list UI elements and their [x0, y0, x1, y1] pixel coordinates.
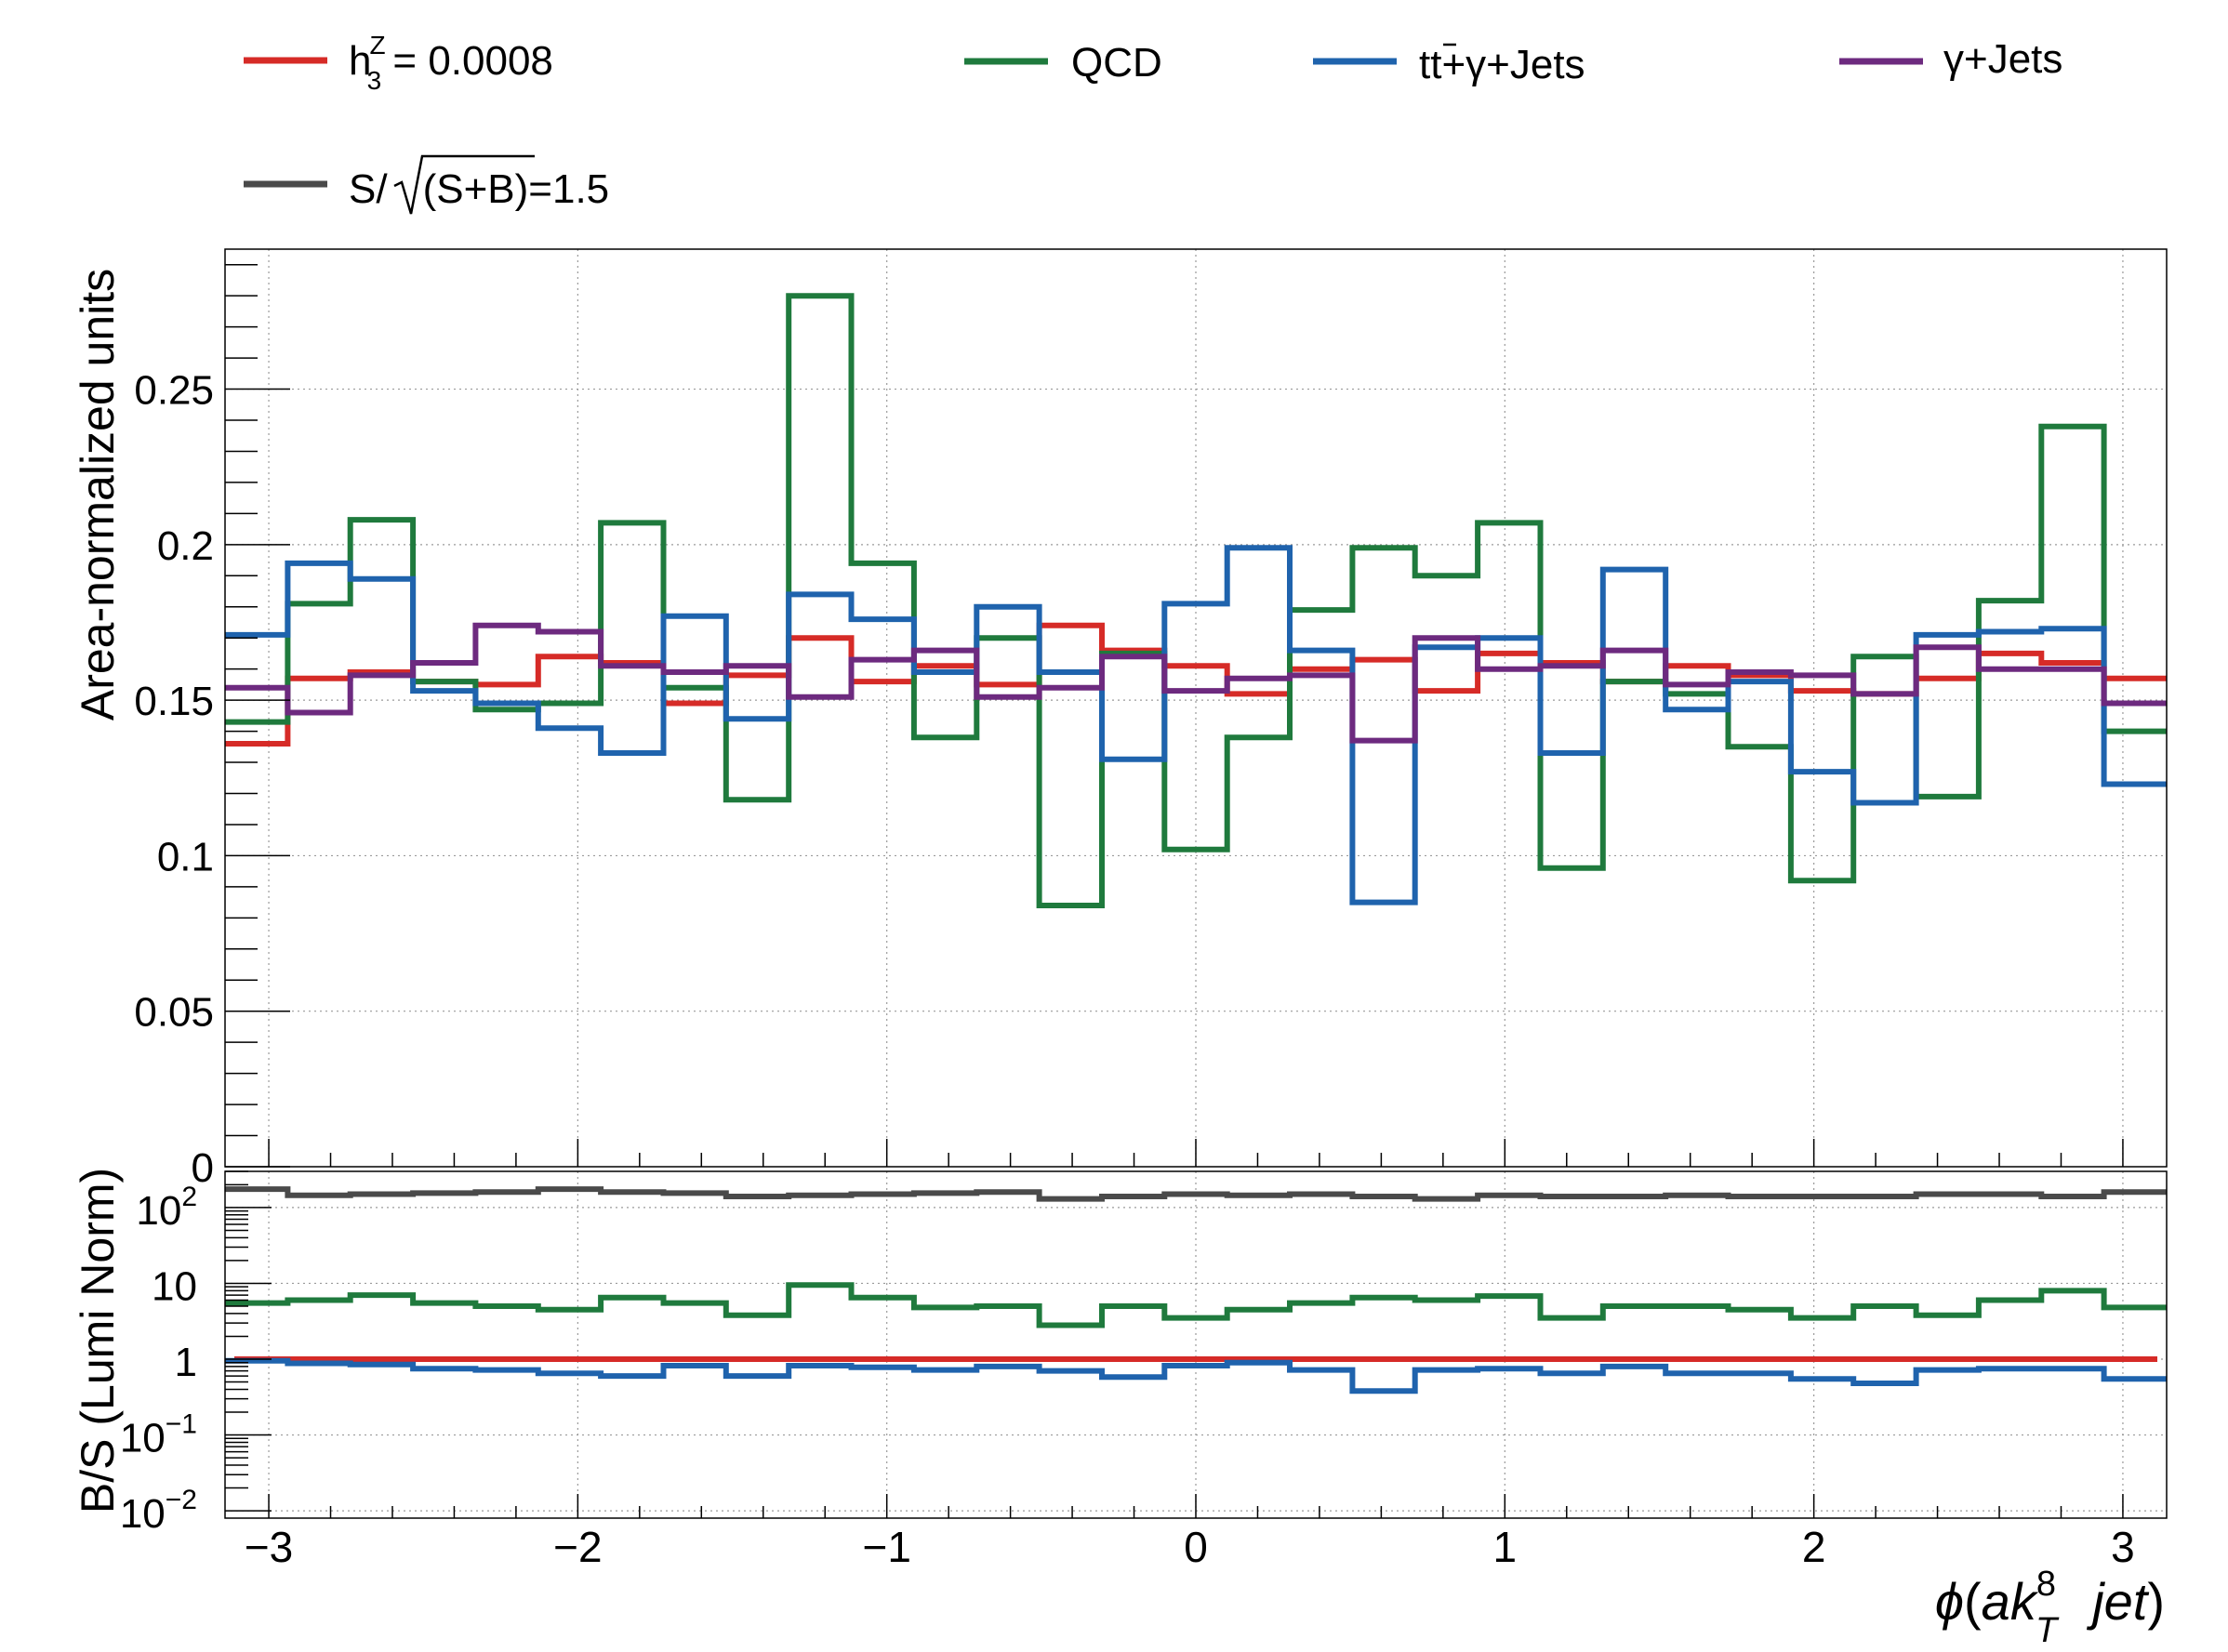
ratio-plot-grid	[225, 1171, 2167, 1518]
main-y-tick-label-1: 0.05	[134, 990, 214, 1036]
legend-label-ttgamma: tt+γ+Jets	[1419, 42, 1585, 87]
legend-entry-gammajets: γ+Jets	[1839, 36, 2062, 82]
ratio-plot-panel: 10−2 10−1 1 10 102 −3 −2 −1 0 1 2 3 B/S (Lumi Norm…	[72, 1168, 2168, 1650]
legend-label-significance: S/(S+B)=1.5	[349, 166, 609, 212]
main-y-tick-label-5: 0.25	[134, 368, 214, 414]
main-y-tick-label-4: 0.2	[157, 523, 214, 569]
ratio-plot-y-axis-label: B/S (Lumi Norm)	[72, 1168, 124, 1513]
legend-entry-signal: hZ 3 = 0.0008	[244, 31, 553, 95]
ratio-plot-y-tick-labels: 10−2 10−1 1 10 102	[120, 1182, 197, 1537]
x-tick-label-2: −1	[862, 1523, 910, 1571]
main-plot-ticks	[225, 263, 2124, 1168]
main-plot-y-tick-labels: 0 0.05 0.1 0.15 0.2 0.25	[134, 368, 214, 1191]
legend: hZ 3 = 0.0008 QCD tt+γ+Jets γ+Jets S/(S+B…	[244, 31, 2062, 215]
main-plot-series	[225, 293, 2167, 908]
x-tick-label-4: 1	[1493, 1523, 1518, 1571]
legend-entry-significance: S/(S+B)=1.5	[244, 154, 609, 215]
x-tick-labels: −3 −2 −1 0 1 2 3	[245, 1523, 2135, 1571]
x-tick-label-1: −2	[553, 1523, 602, 1571]
main-y-tick-label-2: 0.1	[157, 834, 214, 879]
ratio-series-qcd	[225, 1282, 2167, 1328]
x-tick-label-3: 0	[1184, 1523, 1208, 1571]
main-y-tick-label-3: 0.15	[134, 679, 214, 724]
legend-label-gammajets: γ+Jets	[1943, 36, 2062, 82]
main-plot-grid	[225, 249, 2167, 1167]
series-signal	[225, 622, 2167, 747]
legend-entry-qcd: QCD	[964, 40, 1162, 86]
ratio-y-tick-label-2: 1	[175, 1340, 197, 1385]
ratio-series-ttgamma	[225, 1357, 2167, 1394]
ratio-plot-ticks	[225, 1170, 2124, 1518]
ratio-y-tick-label-0: 10−2	[120, 1485, 197, 1537]
ratio-y-tick-label-3: 10	[152, 1263, 197, 1309]
legend-label-signal: hZ 3 = 0.0008	[349, 31, 553, 95]
legend-entry-ttgamma: tt+γ+Jets	[1313, 42, 1585, 87]
ratio-y-tick-label-4: 102	[136, 1182, 197, 1234]
sqrt-radical-sign	[393, 154, 535, 215]
series-gammajets	[225, 622, 2167, 744]
x-tick-label-5: 2	[1802, 1523, 1826, 1571]
series-ttgamma	[225, 545, 2167, 905]
main-plot-panel: 0 0.05 0.1 0.15 0.2 0.25 Area-normalized unit…	[72, 248, 2168, 1191]
main-plot-y-axis-label: Area-normalized units	[72, 269, 124, 720]
ratio-y-tick-label-1: 10−1	[120, 1409, 197, 1461]
legend-label-qcd: QCD	[1071, 40, 1162, 86]
ratio-plot-series	[225, 1186, 2167, 1394]
x-tick-label-0: −3	[245, 1523, 293, 1571]
x-tick-label-6: 3	[2111, 1523, 2135, 1571]
series-qcd	[225, 293, 2167, 908]
ratio-series-significance	[225, 1186, 2167, 1202]
main-y-tick-label-0: 0	[192, 1145, 214, 1191]
